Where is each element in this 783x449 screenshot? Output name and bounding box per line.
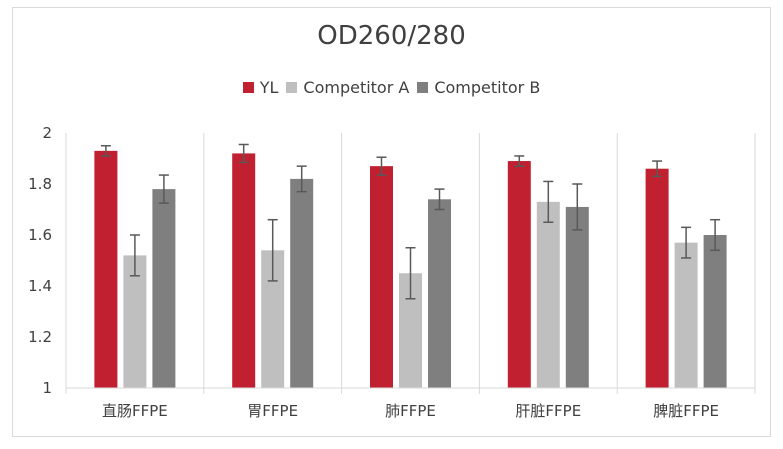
- bar-competitor-a: [261, 250, 285, 388]
- bar-competitor-b: [703, 235, 727, 388]
- bar-competitor-a: [674, 242, 698, 388]
- x-category-label: 脾脏FFPE: [653, 402, 719, 420]
- legend-label-competitor-a: Competitor A: [303, 78, 410, 97]
- legend: YL Competitor A Competitor B: [0, 78, 783, 97]
- legend-item-competitor-a: Competitor A: [286, 78, 409, 97]
- legend-label-competitor-b: Competitor B: [434, 78, 541, 97]
- legend-swatch-yl: [242, 82, 254, 93]
- y-tick-label: 1.8: [28, 175, 52, 193]
- bar-yl: [370, 166, 393, 388]
- y-tick-label: 2: [42, 124, 52, 142]
- bar-competitor-b: [565, 206, 589, 388]
- bar-competitor-a: [536, 201, 560, 388]
- legend-item-yl: YL: [242, 78, 279, 97]
- bar-yl: [645, 168, 669, 388]
- bar-yl: [507, 161, 531, 388]
- x-category-label: 直肠FFPE: [102, 402, 168, 420]
- bar-yl: [232, 153, 256, 388]
- bar-yl: [94, 150, 118, 388]
- chart-title: OD260/280: [317, 21, 466, 51]
- legend-item-competitor-b: Competitor B: [417, 78, 540, 97]
- bar-competitor-a: [399, 273, 422, 388]
- x-category-label: 胃FFPE: [247, 402, 298, 420]
- y-tick-label: 1.4: [28, 277, 52, 295]
- bar-competitor-b: [428, 199, 451, 388]
- x-category-label: 肝脏FFPE: [515, 402, 581, 420]
- bar-competitor-a: [123, 255, 147, 388]
- bar-competitor-b: [290, 178, 314, 388]
- legend-swatch-competitor-a: [286, 82, 298, 93]
- y-tick-label: 1.2: [28, 328, 52, 346]
- bar-competitor-b: [152, 189, 176, 388]
- y-tick-label: 1: [42, 379, 52, 397]
- legend-label-yl: YL: [259, 78, 279, 97]
- legend-swatch-competitor-b: [417, 82, 429, 93]
- x-category-label: 肺FFPE: [385, 402, 436, 420]
- y-tick-label: 1.6: [28, 226, 52, 244]
